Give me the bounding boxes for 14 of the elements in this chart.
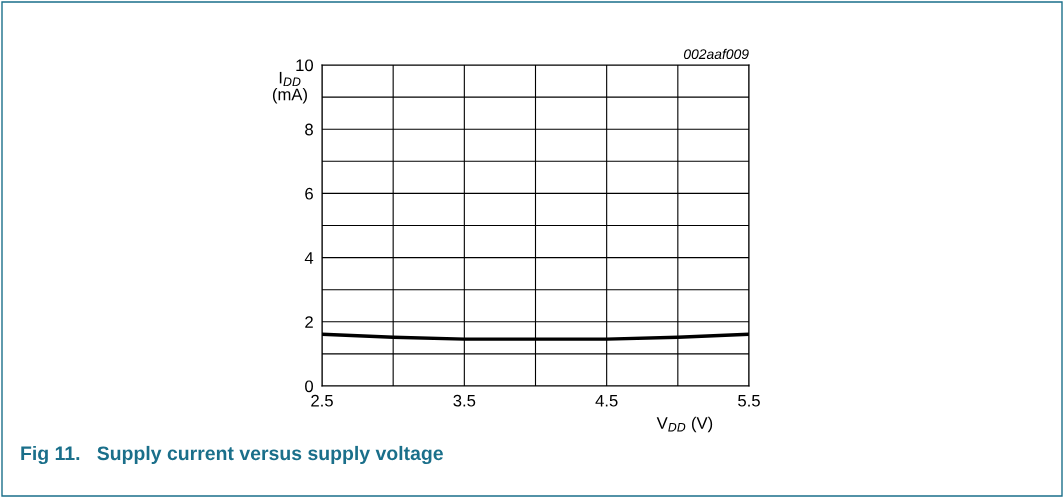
text: Fig 11. Supply current versus supply voltage — [21, 445, 443, 465]
y-axis-title: I$_{DD}$ (mA) — [272, 71, 307, 104]
text: 002aaf009 — [683, 48, 749, 60]
y-tick-label: 2 — [305, 316, 313, 328]
x-tick-label: 2.5 — [311, 394, 333, 407]
x-tick-label: 5.5 — [738, 394, 760, 407]
y-tick-label: 4 — [304, 252, 314, 264]
y-tick-label: 6 — [305, 187, 313, 200]
y-tick-label: 10 — [296, 59, 314, 72]
y-tick-label: 0 — [305, 380, 314, 393]
x-axis-title: V$_{DD}$ (V) — [656, 416, 713, 433]
x-tick-label: 3.5 — [453, 394, 476, 407]
x-tick-label: 4.5 — [595, 394, 618, 407]
y-tick-label: 8 — [305, 123, 313, 136]
